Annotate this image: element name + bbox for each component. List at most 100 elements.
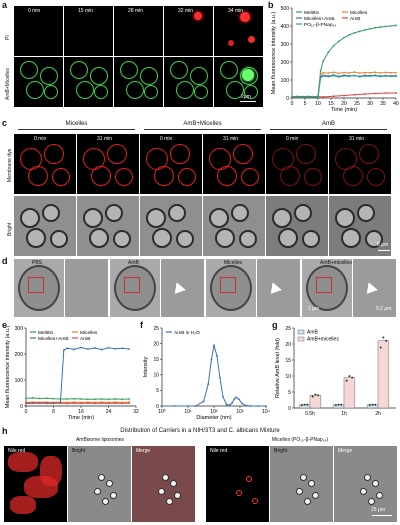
- y-tick-label: 20: [153, 341, 159, 347]
- yeast-cell: [26, 228, 46, 248]
- data-point: [66, 347, 69, 350]
- data-point: [327, 51, 330, 53]
- data-point: [374, 92, 377, 95]
- data-point: [369, 75, 371, 78]
- data-point: [343, 94, 345, 97]
- yeast-cell: [176, 230, 194, 248]
- panel-c-time-label: 31 min: [349, 136, 365, 142]
- membrane-ring: [107, 144, 127, 164]
- replicate-dot: [348, 375, 351, 378]
- y-tick-label: 0: [286, 96, 289, 102]
- tem-inset: [352, 259, 396, 317]
- y-tick-label: 25: [153, 326, 159, 332]
- membrane-ring: [154, 166, 174, 186]
- x-tick-label: 10²: [210, 409, 218, 415]
- panel-c-membrane-image: [203, 134, 265, 194]
- data-point: [319, 70, 322, 72]
- panel-c-bright-image: [329, 196, 391, 256]
- cell-membrane-ring: [44, 85, 58, 99]
- panel-d-tem-image: [110, 259, 204, 317]
- panel-c-bright-image: [140, 196, 202, 256]
- data-point: [327, 72, 330, 75]
- legend-label: Micelles+AmB: [38, 336, 69, 342]
- data-point: [216, 355, 218, 357]
- yeast-cell: [365, 230, 383, 248]
- data-point: [343, 74, 345, 77]
- yeast-dot: [110, 492, 117, 499]
- data-point: [210, 358, 213, 361]
- panel-a-image: [214, 57, 263, 107]
- data-point: [384, 75, 387, 77]
- panel-c-time-label: 0 min: [286, 136, 299, 142]
- series-line: [291, 24, 397, 98]
- data-point: [80, 346, 82, 349]
- data-point: [194, 405, 197, 407]
- panel-a-image: [164, 6, 213, 56]
- data-point: [363, 29, 366, 31]
- data-point: [353, 31, 356, 34]
- data-point: [207, 383, 210, 386]
- yeast-dot: [94, 488, 101, 495]
- bar: [309, 394, 322, 409]
- x-tick-label: 10: [315, 101, 321, 107]
- x-tick-label: 10⁰: [158, 409, 166, 415]
- replicate-dot: [314, 393, 317, 396]
- tem-zoom-box: [124, 277, 140, 293]
- panel-c-time-label: 31 min: [223, 136, 239, 142]
- replicate-dot: [385, 339, 388, 342]
- panel-g-chart: 0 5 10 15 20 25 0.5h 1h 2h Relative AmB level (fo…: [275, 326, 396, 417]
- x-tick-label: 10¹: [184, 409, 192, 415]
- data-point: [38, 402, 41, 405]
- replicate-dot: [351, 376, 354, 379]
- x-tick-label: 24: [106, 409, 112, 415]
- panel-h-col-label: Bright: [274, 448, 288, 454]
- replicate-dot: [306, 403, 309, 406]
- panel-c-group-underline: [144, 129, 261, 130]
- panel-c-membrane-image: [14, 134, 76, 194]
- yeast-cell: [294, 204, 312, 222]
- data-point: [332, 44, 335, 47]
- panel-c-bright-image: [203, 196, 265, 256]
- x-tick-label: 16: [78, 409, 84, 415]
- yeast-cell: [42, 204, 60, 222]
- yeast-cell: [357, 204, 375, 222]
- panel-h-col-label: Merge: [136, 448, 151, 454]
- data-point: [93, 347, 96, 349]
- red-cell-region: [40, 456, 62, 486]
- data-point: [86, 348, 89, 350]
- membrane-ring: [367, 168, 385, 186]
- y-tick-label: 300: [281, 42, 290, 48]
- legend-label: PO₁₀-β-PNap₁₄: [304, 22, 336, 28]
- legend-swatch: [297, 336, 305, 342]
- data-point: [100, 348, 103, 351]
- x-tick-label: 5: [304, 101, 307, 107]
- panel-c-time-label: 31 min: [97, 136, 113, 142]
- replicate-dot: [382, 336, 385, 339]
- y-tick-label: 500: [281, 6, 290, 12]
- legend-label: Melittin: [304, 10, 320, 16]
- data-point: [358, 75, 361, 78]
- yeast-dot: [102, 498, 109, 505]
- data-point: [374, 74, 377, 77]
- data-point: [363, 71, 366, 74]
- data-point: [86, 402, 89, 405]
- panel-a-row-label-amb: AmB+Micelles: [5, 68, 11, 100]
- panel-a-time-label: 32 min: [178, 8, 194, 14]
- panel-d-label-text: Micelles: [224, 260, 243, 266]
- data-point: [384, 71, 387, 74]
- x-tick-label: 2h: [375, 411, 381, 417]
- panel-c-time-label: 0 min: [160, 136, 173, 142]
- data-point: [80, 402, 82, 405]
- bar: [343, 377, 356, 409]
- data-point: [59, 402, 62, 405]
- tem-zoom-box: [316, 277, 332, 293]
- panel-h-image: [206, 446, 269, 522]
- series-line: [25, 397, 130, 400]
- data-point: [107, 346, 110, 349]
- replicate-dot: [337, 403, 340, 406]
- data-point: [219, 377, 221, 379]
- yeast-dot: [308, 480, 315, 487]
- legend-label: AmB+micelles: [307, 337, 339, 343]
- pi-stained-cell: [194, 12, 202, 20]
- cell-membrane-ring: [40, 67, 58, 85]
